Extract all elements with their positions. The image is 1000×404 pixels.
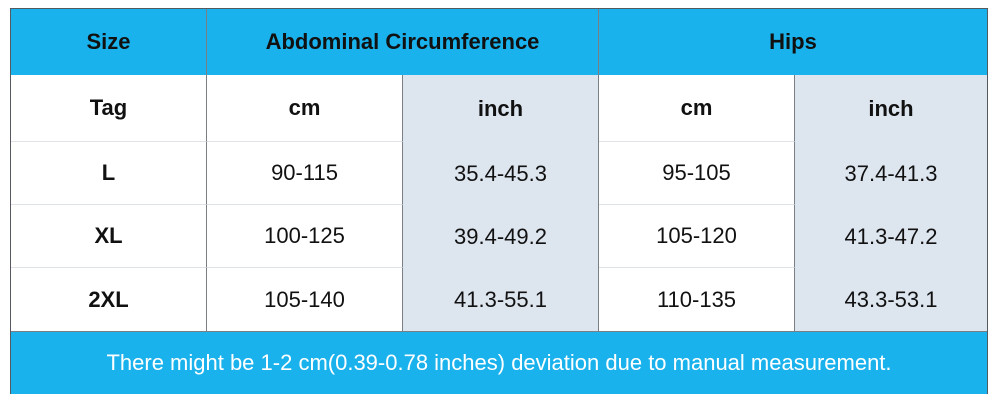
subheader-tag: Tag: [11, 75, 207, 142]
table-subheader-row: Tag cm inch cm inch: [11, 75, 987, 142]
table-row: 2XL 105-140 41.3-55.1 110-135 43.3-53.1: [11, 268, 987, 331]
size-tag: 2XL: [11, 268, 207, 331]
abdominal-inch-value: 35.4-45.3: [403, 142, 599, 205]
subheader-hips-cm: cm: [599, 75, 795, 142]
header-abdominal-circumference: Abdominal Circumference: [207, 9, 599, 75]
abdominal-inch-value: 39.4-49.2: [403, 205, 599, 268]
hips-inch-value: 37.4-41.3: [795, 142, 987, 205]
table-row: L 90-115 35.4-45.3 95-105 37.4-41.3: [11, 142, 987, 205]
size-tag: XL: [11, 205, 207, 268]
hips-cm-value: 105-120: [599, 205, 795, 268]
header-size: Size: [11, 9, 207, 75]
hips-cm-value: 95-105: [599, 142, 795, 205]
table-row: XL 100-125 39.4-49.2 105-120 41.3-47.2: [11, 205, 987, 268]
abdominal-inch-value: 41.3-55.1: [403, 268, 599, 331]
abdominal-cm-value: 100-125: [207, 205, 403, 268]
subheader-abdominal-cm: cm: [207, 75, 403, 142]
measurement-note: There might be 1-2 cm(0.39-0.78 inches) …: [11, 331, 987, 394]
size-table: Size Abdominal Circumference Hips Tag cm…: [10, 8, 988, 394]
table-header-row: Size Abdominal Circumference Hips: [11, 9, 987, 76]
hips-inch-value: 41.3-47.2: [795, 205, 987, 268]
size-tag: L: [11, 142, 207, 205]
hips-inch-value: 43.3-53.1: [795, 268, 987, 331]
hips-cm-value: 110-135: [599, 268, 795, 331]
header-hips: Hips: [769, 29, 817, 54]
abdominal-cm-value: 90-115: [207, 142, 403, 205]
subheader-hips-inch: inch: [795, 75, 987, 142]
subheader-abdominal-inch: inch: [403, 75, 599, 142]
abdominal-cm-value: 105-140: [207, 268, 403, 331]
